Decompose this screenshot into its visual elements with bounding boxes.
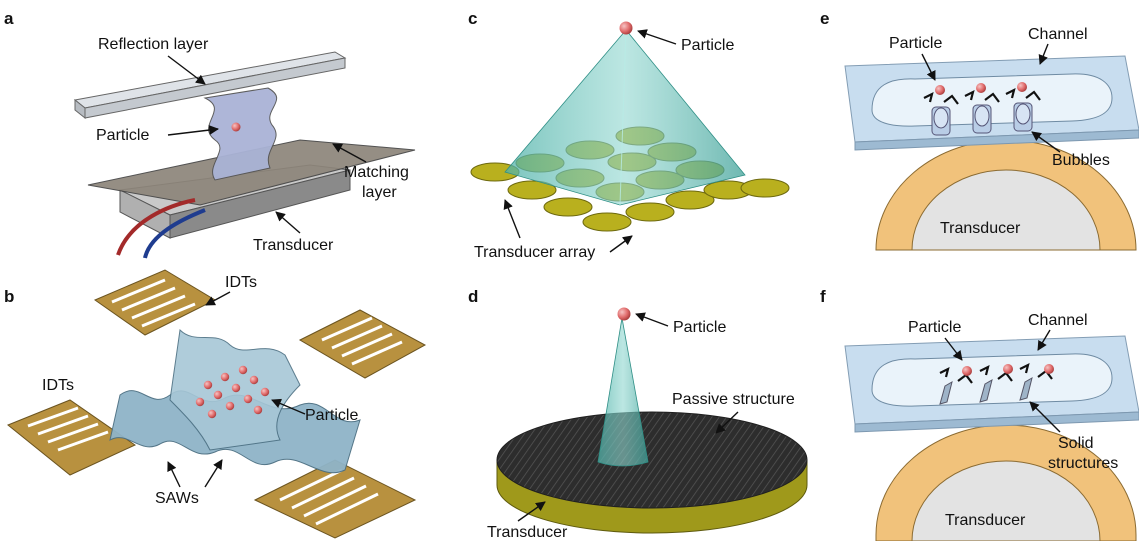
- label-solid-1: Solid: [1058, 435, 1094, 452]
- idt-left: [7, 399, 137, 476]
- panel-b: b: [4, 269, 427, 539]
- panel-letter-b: b: [4, 287, 14, 306]
- solid-structures: [939, 376, 1033, 405]
- reflection-layer: [73, 51, 347, 120]
- particle: [231, 122, 241, 132]
- vortex-marks-e: [923, 87, 1041, 105]
- channel-chip-e: [844, 55, 1139, 151]
- label-channel-f: Channel: [1028, 312, 1088, 329]
- particle-d: [617, 307, 631, 321]
- channel-chip-f: [844, 335, 1139, 433]
- panel-a: a Reflection layer Particle Matching lay…: [4, 9, 416, 259]
- particle-grid: [195, 365, 270, 419]
- panel-letter-a: a: [4, 9, 14, 28]
- idt-top-right: [298, 309, 427, 379]
- label-transducer: Transducer: [253, 237, 334, 254]
- disk-transducer: [496, 411, 808, 534]
- label-transducer-d: Transducer: [487, 524, 568, 541]
- panel-letter-f: f: [820, 287, 826, 306]
- panel-e: e Particle Channel Bubble: [820, 9, 1139, 251]
- idt-top-left: [93, 269, 217, 336]
- idt-bottom-right: [253, 459, 417, 539]
- bubbles: [931, 102, 1033, 136]
- label-transducer-array: Transducer array: [474, 244, 595, 261]
- label-solid-2: structures: [1048, 455, 1118, 472]
- label-transducer-f: Transducer: [945, 512, 1026, 529]
- standing-wave-membrane: [203, 87, 278, 181]
- label-matching-2: layer: [362, 184, 397, 201]
- label-idts-left: IDTs: [42, 377, 74, 394]
- label-reflection-layer: Reflection layer: [98, 36, 209, 53]
- panel-f: f Particle Channel Solid structures: [820, 287, 1139, 541]
- label-particle: Particle: [96, 127, 149, 144]
- label-particle-d: Particle: [673, 319, 726, 336]
- panel-d: d Particle Passive structure Transducer: [468, 287, 808, 541]
- label-idts-top: IDTs: [225, 274, 257, 291]
- label-saws: SAWs: [155, 490, 199, 507]
- label-particle-e: Particle: [889, 35, 942, 52]
- label-particle-b: Particle: [305, 407, 358, 424]
- transducer-ring-e: [875, 139, 1137, 251]
- panel-c: c Particle Transducer array: [468, 9, 790, 261]
- label-transducer-e: Transducer: [940, 220, 1021, 237]
- label-bubbles: Bubbles: [1052, 152, 1110, 169]
- label-channel-e: Channel: [1028, 26, 1088, 43]
- label-passive-structure: Passive structure: [672, 391, 795, 408]
- particle-c: [619, 21, 633, 35]
- label-particle-c: Particle: [681, 37, 734, 54]
- transducer-ring-f: [875, 424, 1137, 541]
- panel-letter-c: c: [468, 9, 477, 28]
- focused-beam: [597, 317, 649, 467]
- panel-letter-e: e: [820, 9, 829, 28]
- label-particle-f: Particle: [908, 319, 961, 336]
- blue-wire: [143, 208, 206, 259]
- red-wire: [116, 198, 196, 256]
- label-matching-1: Matching: [344, 164, 409, 181]
- panel-letter-d: d: [468, 287, 478, 306]
